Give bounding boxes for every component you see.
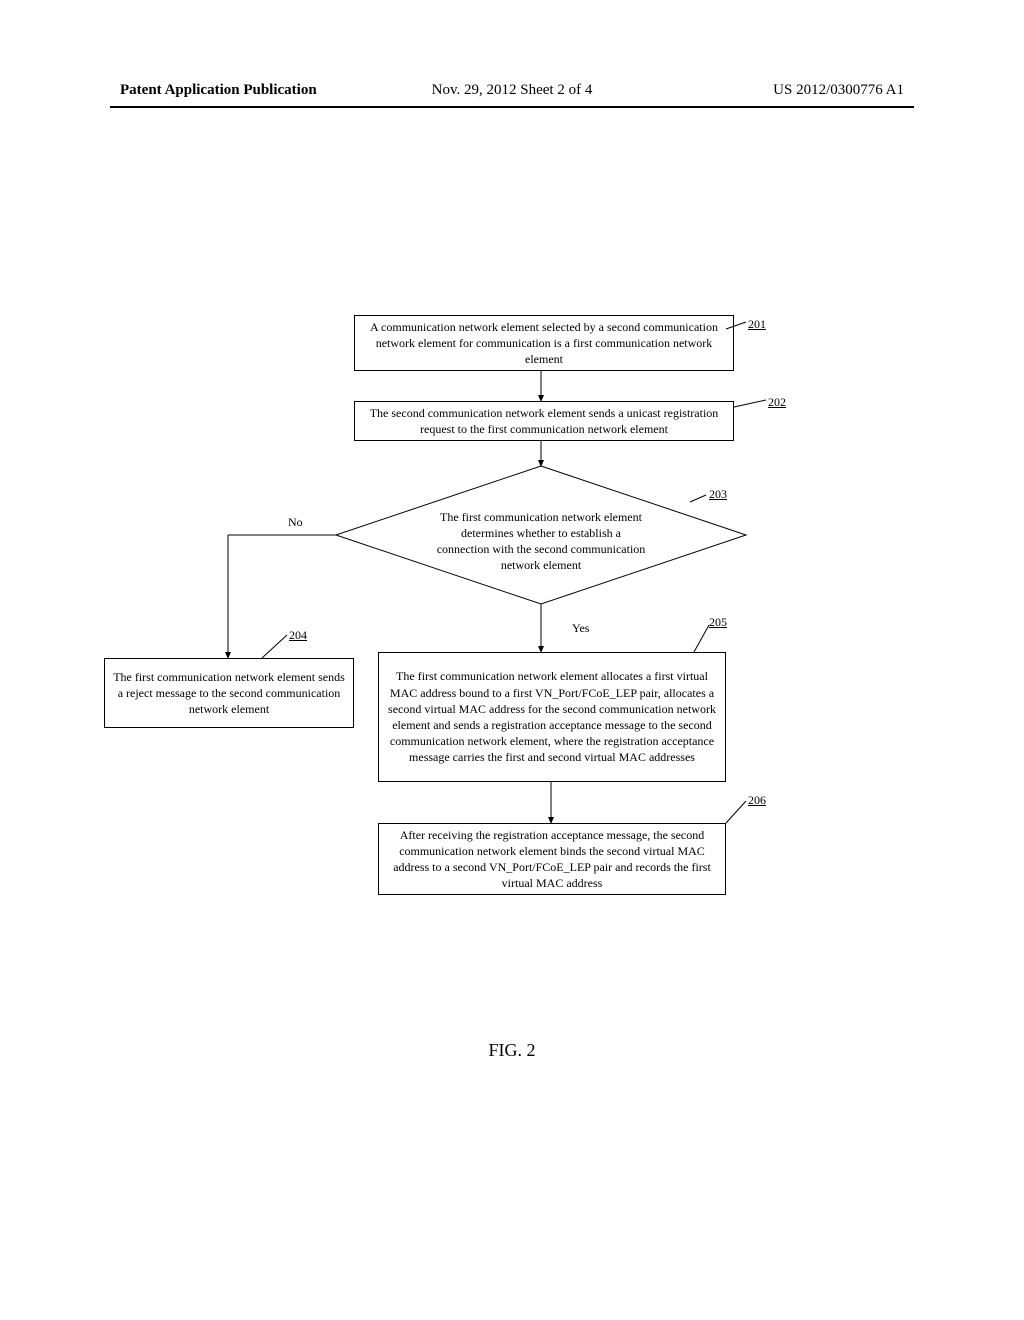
header-center: Nov. 29, 2012 Sheet 2 of 4	[432, 82, 593, 99]
step-201: A communication network element selected…	[354, 315, 734, 371]
flowchart: A communication network element selected…	[0, 315, 1024, 1035]
header-left: Patent Application Publication	[120, 82, 317, 99]
header-rule	[110, 106, 914, 108]
step-202: The second communication network element…	[354, 401, 734, 441]
ref-204: 204	[289, 628, 307, 643]
edge-label-yes: Yes	[572, 621, 589, 636]
step-201-text: A communication network element selected…	[363, 319, 725, 368]
step-205: The first communication network element …	[378, 652, 726, 782]
ref-201: 201	[748, 317, 766, 332]
decision-203: The first communication network element …	[426, 494, 656, 589]
step-206: After receiving the registration accepta…	[378, 823, 726, 895]
figure-caption: FIG. 2	[0, 1040, 1024, 1061]
ref-205: 205	[709, 615, 727, 630]
header-right: US 2012/0300776 A1	[773, 82, 904, 99]
ref-202: 202	[768, 395, 786, 410]
decision-203-text: The first communication network element …	[434, 509, 648, 574]
step-204-text: The first communication network element …	[113, 669, 345, 718]
page-header: Patent Application Publication Nov. 29, …	[0, 82, 1024, 99]
step-205-text: The first communication network element …	[387, 668, 717, 765]
step-204: The first communication network element …	[104, 658, 354, 728]
ref-206: 206	[748, 793, 766, 808]
step-206-text: After receiving the registration accepta…	[387, 827, 717, 892]
ref-203: 203	[709, 487, 727, 502]
step-202-text: The second communication network element…	[363, 405, 725, 437]
edge-label-no: No	[288, 515, 303, 530]
